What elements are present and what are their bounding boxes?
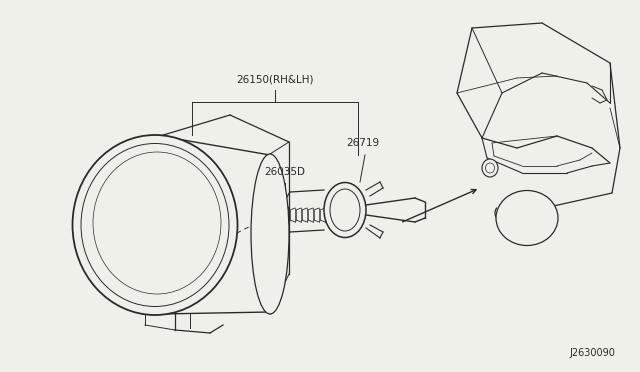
Ellipse shape: [324, 183, 366, 237]
Ellipse shape: [496, 190, 558, 246]
Text: J2630090: J2630090: [569, 348, 615, 358]
Ellipse shape: [251, 154, 289, 314]
Ellipse shape: [482, 159, 498, 177]
Text: 26150(RH&LH): 26150(RH&LH): [236, 74, 314, 84]
Ellipse shape: [72, 135, 237, 315]
Text: 26035D: 26035D: [264, 167, 305, 177]
Text: 26719: 26719: [346, 138, 380, 148]
